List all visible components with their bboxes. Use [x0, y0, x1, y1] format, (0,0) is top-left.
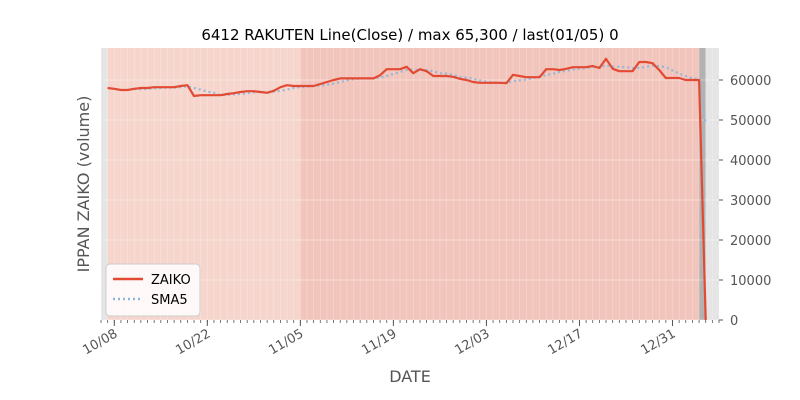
- x-tick-label: 11/19: [359, 326, 399, 358]
- legend-label-zaiko: ZAIKO: [151, 273, 191, 288]
- y-tick-label: 30000: [730, 194, 771, 209]
- series-line-zaiko: [107, 57, 707, 321]
- x-tick-label: 10/08: [80, 326, 120, 358]
- y-axis-label: IPPAN ZAIKO (volume): [74, 96, 93, 273]
- x-tick-label: 11/05: [266, 326, 306, 358]
- legend-box: [105, 263, 201, 317]
- legend-label-sma5: SMA5: [151, 293, 188, 308]
- y-tick-label: 40000: [730, 154, 771, 169]
- chart-title: 6412 RAKUTEN Line(Close) / max 65,300 / …: [201, 26, 618, 44]
- x-axis-label: DATE: [389, 367, 431, 386]
- y-tick-label: 60000: [730, 74, 771, 89]
- x-tick-label: 12/31: [639, 326, 679, 358]
- x-tick-label: 12/03: [452, 326, 492, 358]
- y-tick-label: 10000: [730, 274, 771, 289]
- x-tick-label: 12/17: [546, 326, 586, 358]
- y-tick-label: 0: [730, 314, 738, 329]
- y-axis: 0 10000 20000 30000 40000 50000 60000: [719, 74, 771, 329]
- y-tick-label: 20000: [730, 234, 771, 249]
- y-tick-label: 50000: [730, 114, 771, 129]
- legend: ZAIKO SMA5: [105, 263, 201, 317]
- x-axis: 10/08 10/22 11/05 11/19 12/03 12/17 12/31: [80, 320, 720, 358]
- background-band-1: [300, 48, 700, 320]
- x-tick-label: 10/22: [173, 326, 213, 358]
- series-lines: [107, 57, 707, 321]
